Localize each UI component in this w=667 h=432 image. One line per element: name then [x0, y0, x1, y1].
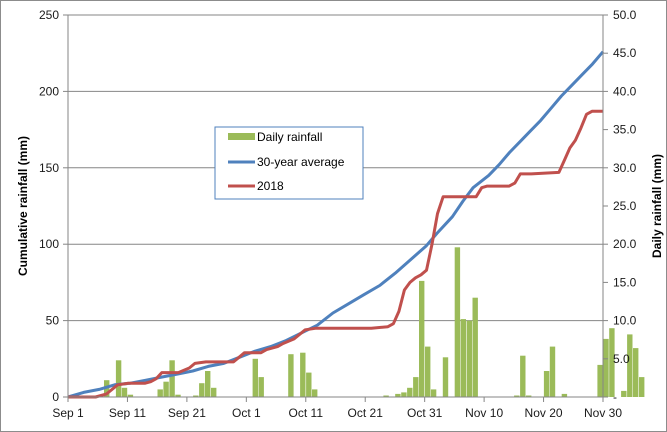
daily-rainfall-bar [430, 389, 437, 397]
daily-rainfall-bar [401, 392, 407, 397]
daily-rainfall-bar [115, 360, 122, 397]
left-tick-label: 50 [46, 314, 60, 328]
daily-rainfall-bar [258, 377, 264, 397]
daily-rainfall-bar [627, 334, 633, 397]
line-2018 [68, 109, 603, 399]
daily-rainfall-bar [127, 394, 134, 397]
x-tick-label: Oct 1 [232, 406, 261, 420]
daily-rainfall-bar [157, 389, 163, 397]
x-tick-label: Sep 1 [52, 406, 84, 420]
daily-rainfall-bars [104, 247, 645, 397]
left-tick-label: 0 [52, 390, 59, 404]
right-tick-label: 20.0 [613, 237, 637, 251]
daily-rainfall-bar [543, 371, 550, 397]
right-axis-tick-labels: - 5.0 10.0 15.0 20.0 25.0 30.0 35.0 40.0 45.0 50.0 [613, 8, 637, 404]
right-tick-label: 40.0 [613, 84, 637, 98]
x-axis-tick-labels: Sep 1 Sep 11 Sep 21 Oct 1 Oct 11 Oct 21 Oct 31… [52, 406, 622, 420]
legend-label-daily-rainfall: Daily rainfall [257, 130, 322, 144]
line-30-year-average [67, 50, 605, 399]
right-tick-label: - [613, 390, 617, 404]
daily-rainfall-bar [633, 348, 639, 397]
daily-rainfall-bar [312, 389, 318, 397]
left-axis-title: Cumulative rainfall (mm) [16, 136, 30, 276]
right-tick-label: 5.0 [613, 352, 630, 366]
x-tick-label: Oct 31 [407, 406, 443, 420]
legend: Daily rainfall 30-year average 2018 [214, 126, 364, 200]
daily-rainfall-bar [442, 357, 449, 397]
right-tick-label: 45.0 [613, 46, 637, 60]
daily-rainfall-bar [169, 360, 175, 397]
legend-label-30-year-average: 30-year average [257, 155, 345, 169]
daily-rainfall-bar [300, 352, 306, 397]
right-tick-label: 50.0 [613, 8, 637, 22]
left-axis-tick-labels: 0 50 100 150 200 250 [39, 8, 59, 404]
daily-rainfall-bar [306, 372, 312, 397]
daily-rainfall-bar [472, 297, 478, 397]
daily-rainfall-bar [526, 395, 532, 397]
daily-rainfall-bar [199, 383, 205, 397]
x-tick-label: Nov 10 [465, 406, 503, 420]
daily-rainfall-bar [520, 355, 526, 397]
daily-rainfall-bar [425, 346, 431, 397]
gridlines [68, 14, 603, 322]
right-tick-label: 25.0 [613, 199, 637, 213]
left-tick-label: 150 [39, 161, 59, 175]
right-tick-label: 35.0 [613, 123, 637, 137]
daily-rainfall-bar [288, 354, 294, 397]
x-tick-label: Sep 11 [109, 406, 146, 420]
daily-rainfall-bar [454, 247, 461, 397]
axes [63, 14, 608, 402]
daily-rainfall-bar [603, 338, 609, 397]
left-tick-label: 200 [39, 84, 59, 98]
x-tick-label: Oct 11 [289, 406, 324, 420]
daily-rainfall-bar [466, 320, 472, 397]
daily-rainfall-bar [205, 371, 211, 397]
daily-rainfall-bar [252, 358, 258, 397]
daily-rainfall-bar [163, 381, 169, 397]
daily-rainfall-bar [395, 393, 401, 397]
daily-rainfall-bar [413, 377, 419, 397]
daily-rainfall-bar [407, 387, 413, 397]
x-tick-label: Nov 20 [525, 406, 563, 420]
daily-rainfall-bar [597, 364, 603, 397]
legend-label-2018: 2018 [257, 179, 284, 193]
left-tick-label: 100 [39, 237, 59, 251]
right-tick-label: 10.0 [613, 314, 637, 328]
left-tick-label: 250 [39, 8, 59, 22]
daily-rainfall-bar [193, 395, 199, 397]
daily-rainfall-bar [419, 280, 425, 397]
daily-rainfall-bar [621, 390, 627, 397]
daily-rainfall-bar [514, 395, 520, 397]
daily-rainfall-bar [175, 394, 181, 397]
x-tick-label: Sep 21 [168, 406, 206, 420]
right-axis-title: Daily rainfall (mm) [650, 154, 664, 258]
x-tick-label: Nov 30 [584, 406, 622, 420]
daily-rainfall-bar [460, 319, 466, 397]
right-tick-label: 15.0 [613, 275, 637, 289]
daily-rainfall-bar [561, 393, 568, 397]
daily-rainfall-bar [609, 328, 615, 397]
daily-rainfall-bar [211, 387, 217, 397]
daily-rainfall-bar [549, 346, 556, 397]
legend-swatch-daily-rainfall [228, 133, 255, 140]
cumulative-lines [67, 50, 605, 399]
right-tick-label: 30.0 [613, 161, 637, 175]
daily-rainfall-bar [639, 377, 645, 397]
daily-rainfall-bar [121, 387, 128, 397]
daily-rainfall-bar [383, 395, 389, 397]
x-tick-label: Oct 21 [348, 406, 384, 420]
